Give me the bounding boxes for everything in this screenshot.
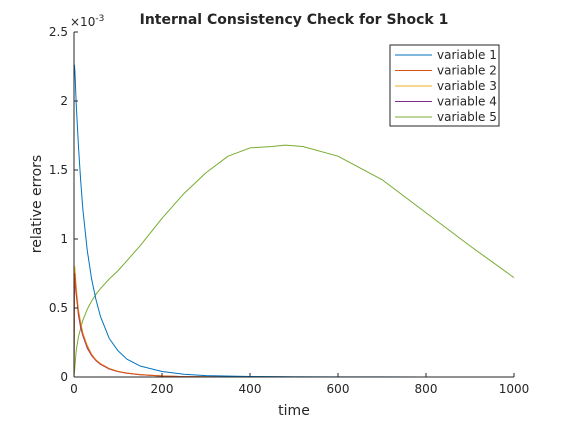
y-ticks: 0 0.5 1 1.5 2 2.5: [49, 25, 78, 384]
axes-frame: [73, 32, 514, 378]
y-tick-label: 0.5: [49, 301, 68, 315]
y-axis-label: relative errors: [29, 155, 45, 253]
series-line-5: [73, 144, 515, 378]
y-tick-label: 1.5: [49, 163, 68, 177]
y-tick-label: 0: [60, 370, 68, 384]
legend-label-1: variable 1: [437, 48, 497, 62]
legend-label-2: variable 2: [437, 64, 497, 78]
x-tick-label: 1000: [499, 382, 530, 396]
x-tick-label: 800: [415, 382, 438, 396]
x-ticks: 0 200 400 600 800 1000: [70, 373, 529, 396]
chart-title: Internal Consistency Check for Shock 1: [140, 12, 449, 28]
legend-label-5: variable 5: [437, 110, 497, 124]
x-tick-label: 200: [151, 382, 174, 396]
legend-label-4: variable 4: [437, 95, 497, 109]
x-tick-label: 600: [327, 382, 350, 396]
y-exponent-base: ×10: [70, 15, 95, 29]
x-axis-label: time: [278, 403, 310, 419]
y-tick-label: 1: [60, 232, 68, 246]
y-exponent: ×10-3: [70, 14, 104, 29]
x-tick-label: 0: [70, 382, 78, 396]
legend-label-3: variable 3: [437, 79, 497, 93]
y-tick-label: 2: [60, 94, 68, 108]
y-tick-label: 2.5: [49, 25, 68, 39]
y-exponent-power: -3: [95, 14, 104, 24]
x-tick-label: 400: [239, 382, 262, 396]
